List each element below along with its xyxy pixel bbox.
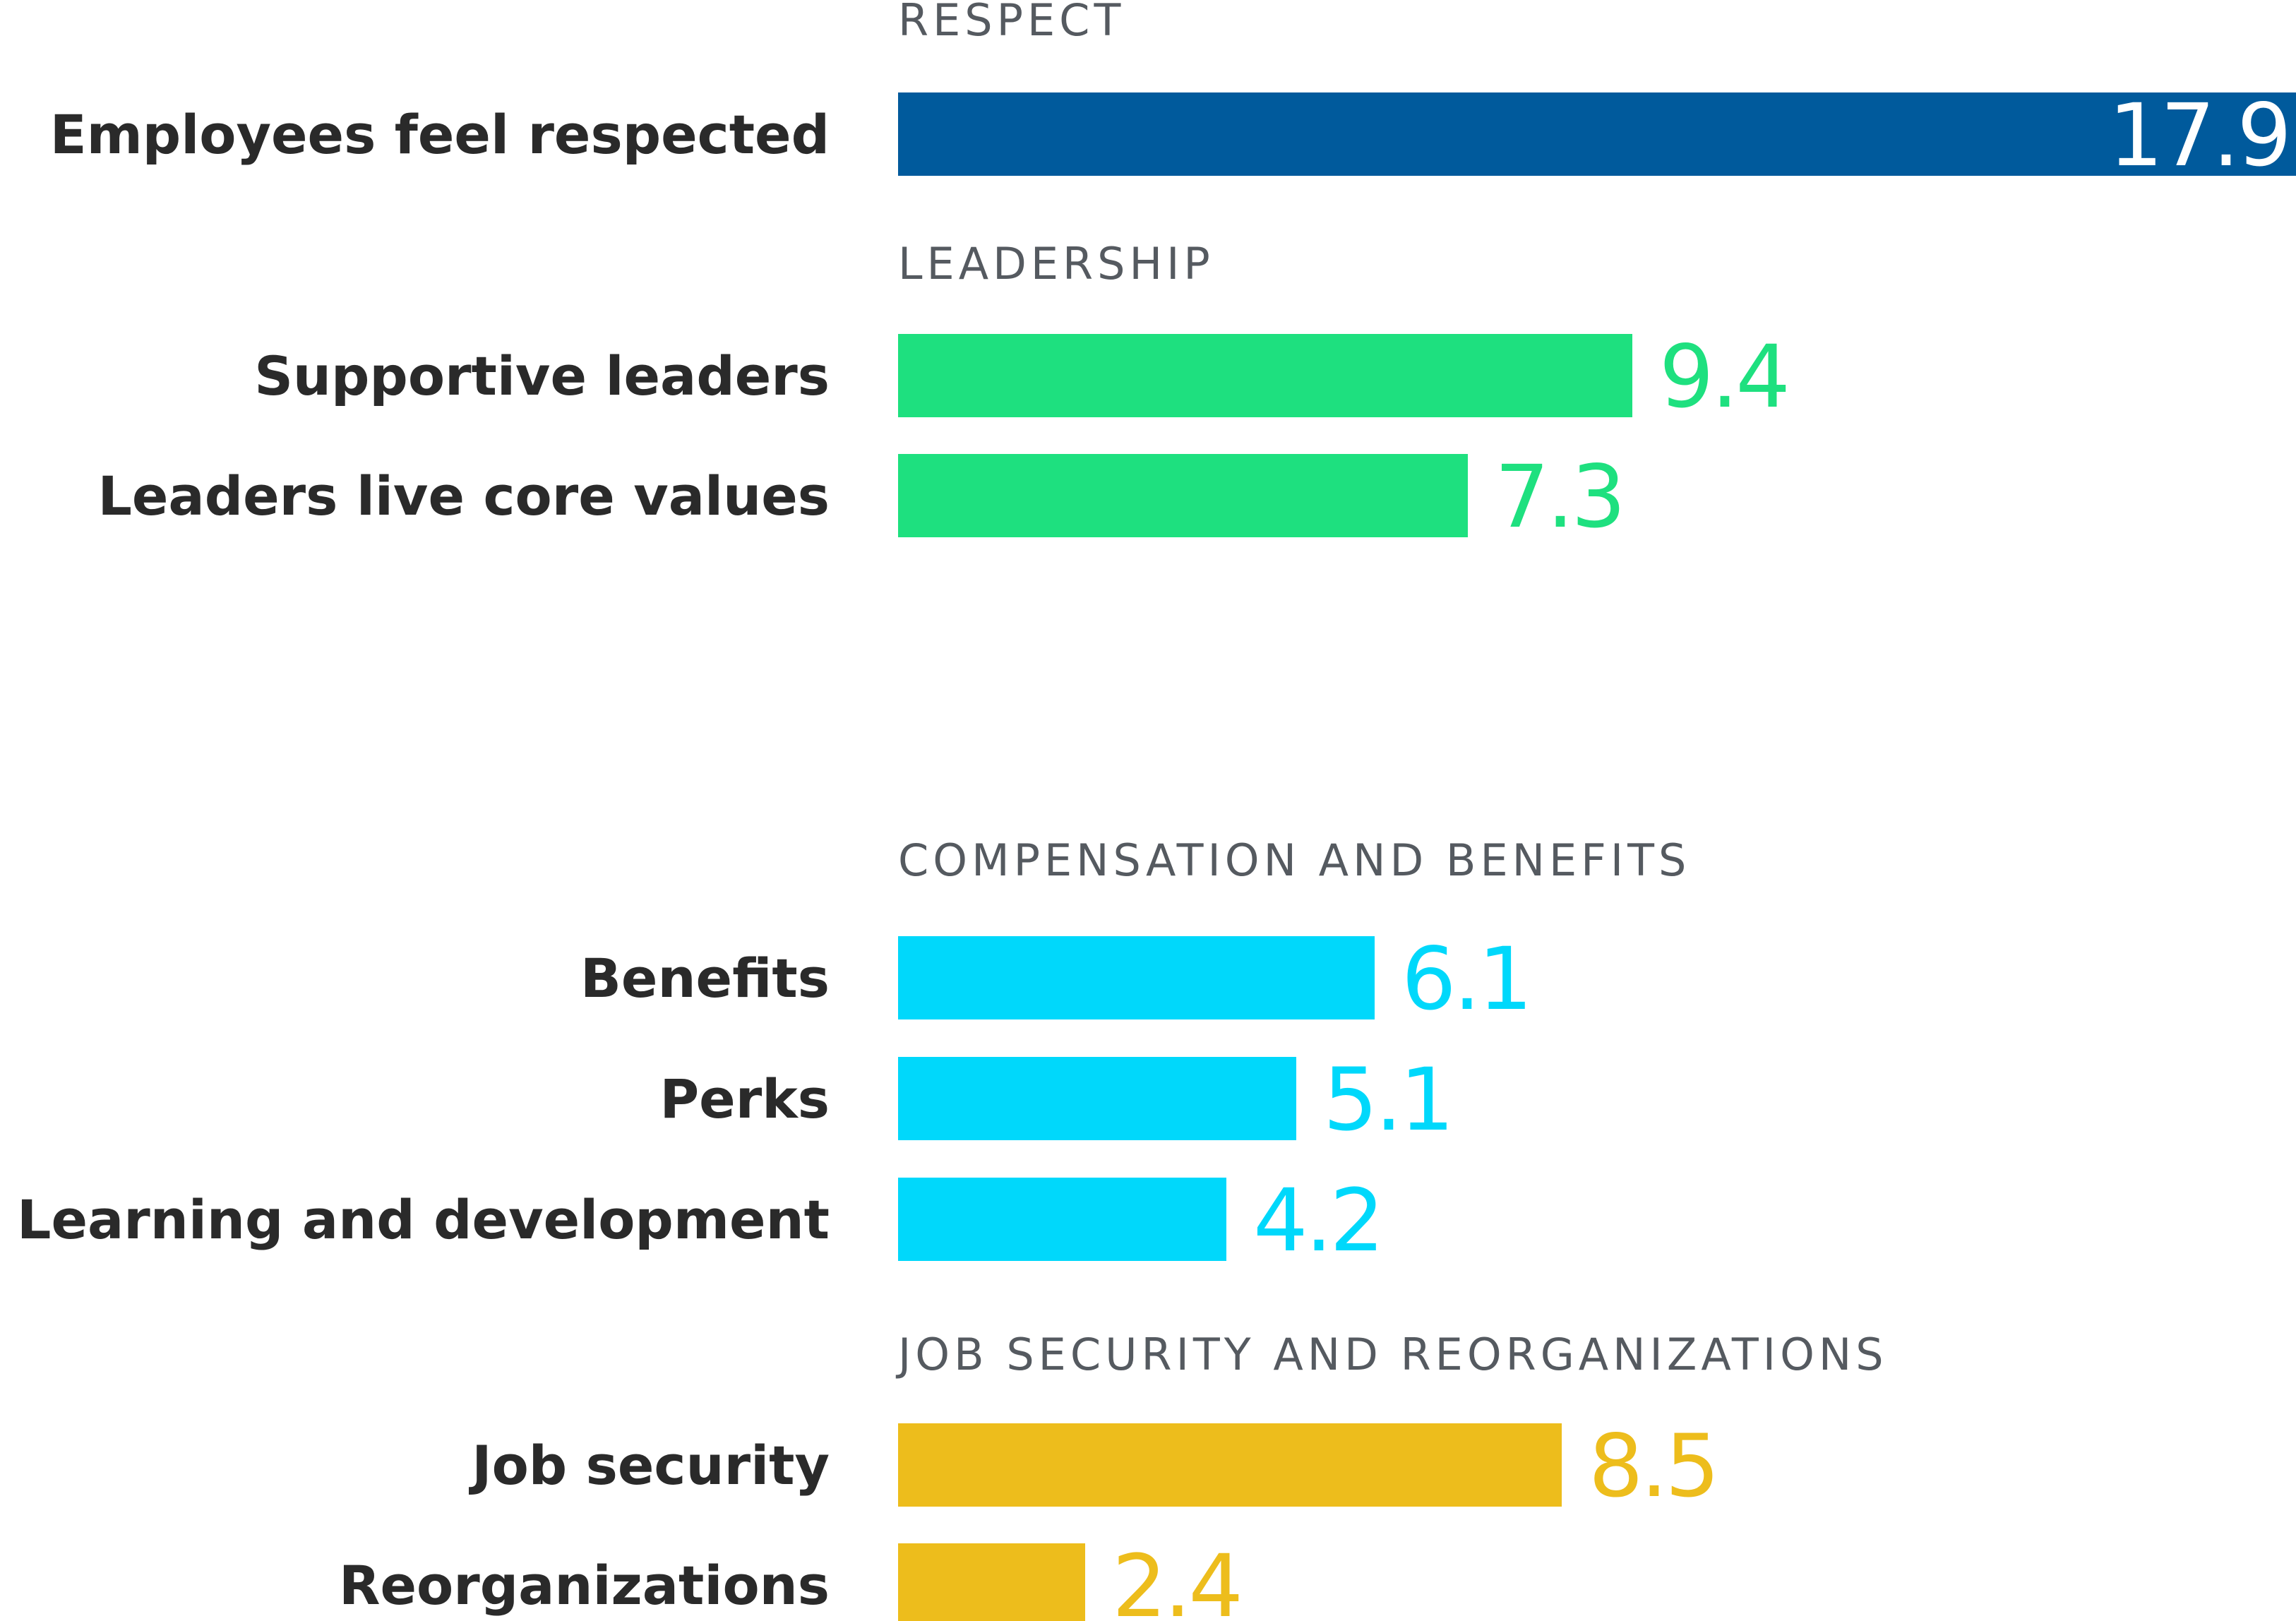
value-label-benefits: 6.1 bbox=[1401, 929, 1530, 1029]
row-label-supportive-leaders: Supportive leaders bbox=[254, 345, 830, 407]
bar-leaders-live-core-values bbox=[898, 454, 1468, 537]
bar-supportive-leaders bbox=[898, 334, 1632, 417]
bar-perks bbox=[898, 1057, 1296, 1140]
row-label-job-security: Job security bbox=[468, 1434, 830, 1497]
bar-employees-feel-respected bbox=[898, 92, 2296, 176]
row-label-benefits: Benefits bbox=[580, 947, 830, 1010]
row-label-perks: Perks bbox=[659, 1067, 830, 1130]
group-title-leadership: LEADERSHIP bbox=[898, 238, 1214, 289]
group-title-respect: RESPECT bbox=[898, 0, 1125, 46]
bar-reorganizations bbox=[898, 1543, 1085, 1621]
row-label-leaders-live-core-values: Leaders live core values bbox=[97, 465, 830, 527]
value-label-learning-and-development: 4.2 bbox=[1253, 1171, 1382, 1271]
bar-job-security bbox=[898, 1423, 1562, 1507]
value-label-supportive-leaders: 9.4 bbox=[1659, 327, 1788, 427]
value-label-employees-feel-respected: 17.9 bbox=[2108, 85, 2289, 186]
bar-benefits bbox=[898, 936, 1375, 1019]
bar-learning-and-development bbox=[898, 1178, 1226, 1261]
value-label-job-security: 8.5 bbox=[1589, 1416, 1717, 1517]
value-label-reorganizations: 2.4 bbox=[1112, 1536, 1240, 1621]
value-label-leaders-live-core-values: 7.3 bbox=[1495, 447, 1623, 547]
row-label-learning-and-development: Learning and development bbox=[17, 1188, 830, 1251]
group-title-compensation-and-benefits: COMPENSATION AND BENEFITS bbox=[898, 835, 1690, 886]
row-label-employees-feel-respected: Employees feel respected bbox=[50, 103, 830, 166]
group-title-job-security-and-reorganizations: JOB SECURITY AND REORGANIZATIONS bbox=[895, 1329, 1888, 1380]
value-label-perks: 5.1 bbox=[1323, 1050, 1452, 1150]
row-label-reorganizations: Reorganizations bbox=[339, 1554, 830, 1617]
